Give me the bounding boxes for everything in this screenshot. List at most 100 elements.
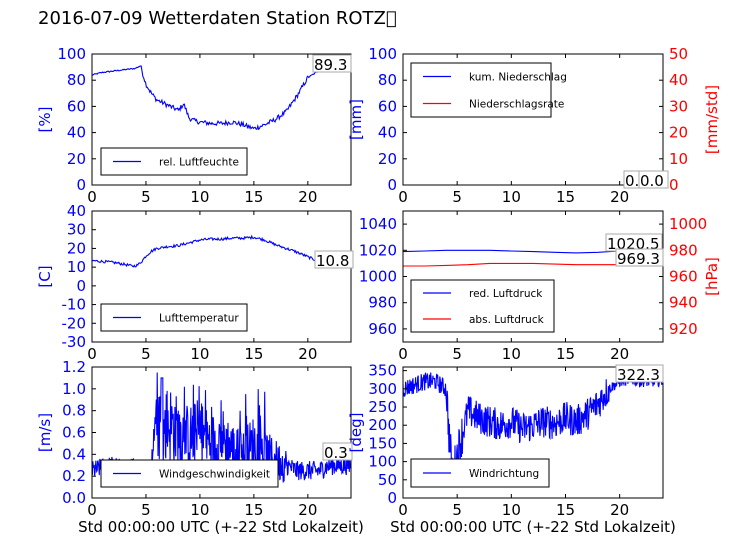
temperature-y-tick-label: 10 bbox=[67, 258, 86, 276]
winddir-x-tick-label: 5 bbox=[452, 501, 462, 519]
pressure-y-right-tick-label: 920 bbox=[669, 320, 698, 338]
precip-y-right-tick-label: 20 bbox=[669, 124, 688, 142]
winddir-y-tick-label: 350 bbox=[368, 362, 397, 380]
windspeed-x-tick-label: 10 bbox=[190, 501, 209, 519]
temperature-y-tick-label: 30 bbox=[67, 221, 86, 239]
pressure-x-tick-label: 0 bbox=[398, 345, 408, 363]
temperature-y-tick-label: 20 bbox=[67, 239, 86, 257]
precip-axes-frame bbox=[402, 53, 664, 186]
windspeed-y-tick-label: 0.4 bbox=[62, 445, 86, 463]
humidity-legend-label: rel. Luftfeuchte bbox=[159, 157, 239, 169]
windspeed-y-tick-label: 0.2 bbox=[62, 467, 86, 485]
pressure-y-right-tick-label: 960 bbox=[669, 268, 698, 286]
windspeed-y-label: [m/s] bbox=[36, 413, 54, 452]
precip-value-box bbox=[638, 170, 669, 189]
precip-legend-label: Niederschlagsrate bbox=[469, 99, 564, 111]
humidity-y-tick-label: 60 bbox=[67, 97, 86, 115]
pressure-y-tick-label: 1000 bbox=[359, 268, 397, 286]
temperature-x-tick-label: 15 bbox=[244, 345, 263, 363]
humidity-x-tick-label: 20 bbox=[298, 188, 317, 206]
humidity-value-box bbox=[312, 54, 352, 73]
precip-y-tick-label: 100 bbox=[368, 45, 397, 63]
precip-x-tick-label: 20 bbox=[610, 188, 629, 206]
temperature-y-tick-label: 0 bbox=[76, 277, 86, 295]
precip-x-tick-label: 0 bbox=[398, 188, 408, 206]
precip-y-right-tick-label: 0 bbox=[669, 176, 679, 194]
temperature-x-tick-label: 10 bbox=[190, 345, 209, 363]
humidity-y-tick-label: 20 bbox=[67, 150, 86, 168]
humidity-x-tick-label: 0 bbox=[87, 188, 97, 206]
humidity-x-tick-label: 10 bbox=[190, 188, 209, 206]
precip-x-tick-label: 10 bbox=[502, 188, 521, 206]
temperature-y-tick-label: -30 bbox=[62, 333, 87, 351]
humidity-series-line-0 bbox=[91, 65, 352, 131]
windspeed-legend-label: Windgeschwindigkeit bbox=[159, 469, 270, 481]
winddir-y-tick-label: 250 bbox=[368, 398, 397, 416]
temperature-y-tick-label: -20 bbox=[62, 314, 87, 332]
winddir-x-tick-label: 20 bbox=[610, 501, 629, 519]
pressure-value-label: 969.3 bbox=[617, 250, 660, 268]
temperature-x-tick-label: 20 bbox=[298, 345, 317, 363]
precip-y-right-tick-label: 40 bbox=[669, 71, 688, 89]
winddir-y-tick-label: 0 bbox=[387, 489, 397, 507]
precip-y-right-tick-label: 30 bbox=[669, 97, 688, 115]
pressure-y-right-tick-label: 940 bbox=[669, 294, 698, 312]
windspeed-y-tick-label: 1.2 bbox=[62, 358, 86, 376]
pressure-x-tick-label: 5 bbox=[452, 345, 462, 363]
windspeed-y-tick-label: 1.0 bbox=[62, 380, 86, 398]
pressure-y-tick-label: 1040 bbox=[359, 215, 397, 233]
precip-y-label: [mm] bbox=[347, 99, 365, 140]
windspeed-value-box bbox=[322, 442, 353, 461]
pressure-y-right-label: [hPa] bbox=[703, 257, 721, 296]
temperature-axes-frame bbox=[91, 210, 352, 343]
temperature-series-line-0 bbox=[91, 234, 352, 269]
figure-title: 2016-07-09 Wetterdaten Station ROTZ  bbox=[38, 8, 397, 29]
pressure-x-tick-label: 20 bbox=[610, 345, 629, 363]
windspeed-x-tick-label: 5 bbox=[141, 501, 151, 519]
precip-y-tick-label: 60 bbox=[378, 97, 397, 115]
pressure-legend bbox=[410, 279, 555, 333]
precip-y-tick-label: 20 bbox=[378, 150, 397, 168]
winddir-y-tick-label: 100 bbox=[368, 453, 397, 471]
temperature-y-label: [C] bbox=[36, 265, 54, 287]
precip-legend bbox=[410, 62, 552, 118]
humidity-value-label: 89.3 bbox=[314, 56, 347, 74]
humidity-y-tick-label: 40 bbox=[67, 124, 86, 142]
winddir-x-tick-label: 10 bbox=[502, 501, 521, 519]
windspeed-y-tick-label: 0.6 bbox=[62, 424, 86, 442]
precip-value-label: 0.0 bbox=[640, 172, 664, 190]
precip-y-tick-label: 0 bbox=[387, 176, 397, 194]
temperature-x-tick-label: 0 bbox=[87, 345, 97, 363]
winddir-x-tick-label: 0 bbox=[398, 501, 408, 519]
temperature-y-tick-label: -10 bbox=[62, 296, 87, 314]
precip-y-tick-label: 40 bbox=[378, 124, 397, 142]
humidity-y-tick-label: 0 bbox=[76, 176, 86, 194]
pressure-legend-label: red. Luftdruck bbox=[469, 288, 543, 300]
winddir-legend-label: Windrichtung bbox=[469, 468, 539, 480]
precip-legend-label: kum. Niederschlag bbox=[469, 72, 567, 84]
pressure-y-tick-label: 980 bbox=[368, 294, 397, 312]
humidity-y-tick-label: 80 bbox=[67, 71, 86, 89]
pressure-y-tick-label: 960 bbox=[368, 320, 397, 338]
winddir-y-label: [deg] bbox=[347, 413, 365, 453]
temperature-legend-label: Lufttemperatur bbox=[159, 313, 239, 325]
humidity-y-label: [%] bbox=[36, 107, 54, 133]
winddir-value-box bbox=[615, 364, 664, 383]
precip-x-tick-label: 15 bbox=[556, 188, 575, 206]
winddir-y-tick-label: 200 bbox=[368, 416, 397, 434]
humidity-x-tick-label: 5 bbox=[141, 188, 151, 206]
pressure-y-tick-label: 1020 bbox=[359, 241, 397, 259]
x-axis-label-left: Std 00:00:00 UTC (+-22 Std Lokalzeit) bbox=[78, 518, 364, 536]
winddir-axes-frame bbox=[402, 366, 664, 499]
x-axis-label-right: Std 00:00:00 UTC (+-22 Std Lokalzeit) bbox=[390, 518, 676, 536]
humidity-x-tick-label: 15 bbox=[244, 188, 263, 206]
winddir-y-tick-label: 300 bbox=[368, 380, 397, 398]
pressure-x-tick-label: 10 bbox=[502, 345, 521, 363]
temperature-x-tick-label: 5 bbox=[141, 345, 151, 363]
winddir-y-tick-label: 50 bbox=[378, 471, 397, 489]
pressure-legend-label: abs. Luftdruck bbox=[469, 314, 545, 326]
pressure-x-tick-label: 15 bbox=[556, 345, 575, 363]
humidity-y-tick-label: 100 bbox=[57, 45, 86, 63]
precip-y-tick-label: 80 bbox=[378, 71, 397, 89]
temperature-value-label: 10.8 bbox=[316, 252, 349, 270]
